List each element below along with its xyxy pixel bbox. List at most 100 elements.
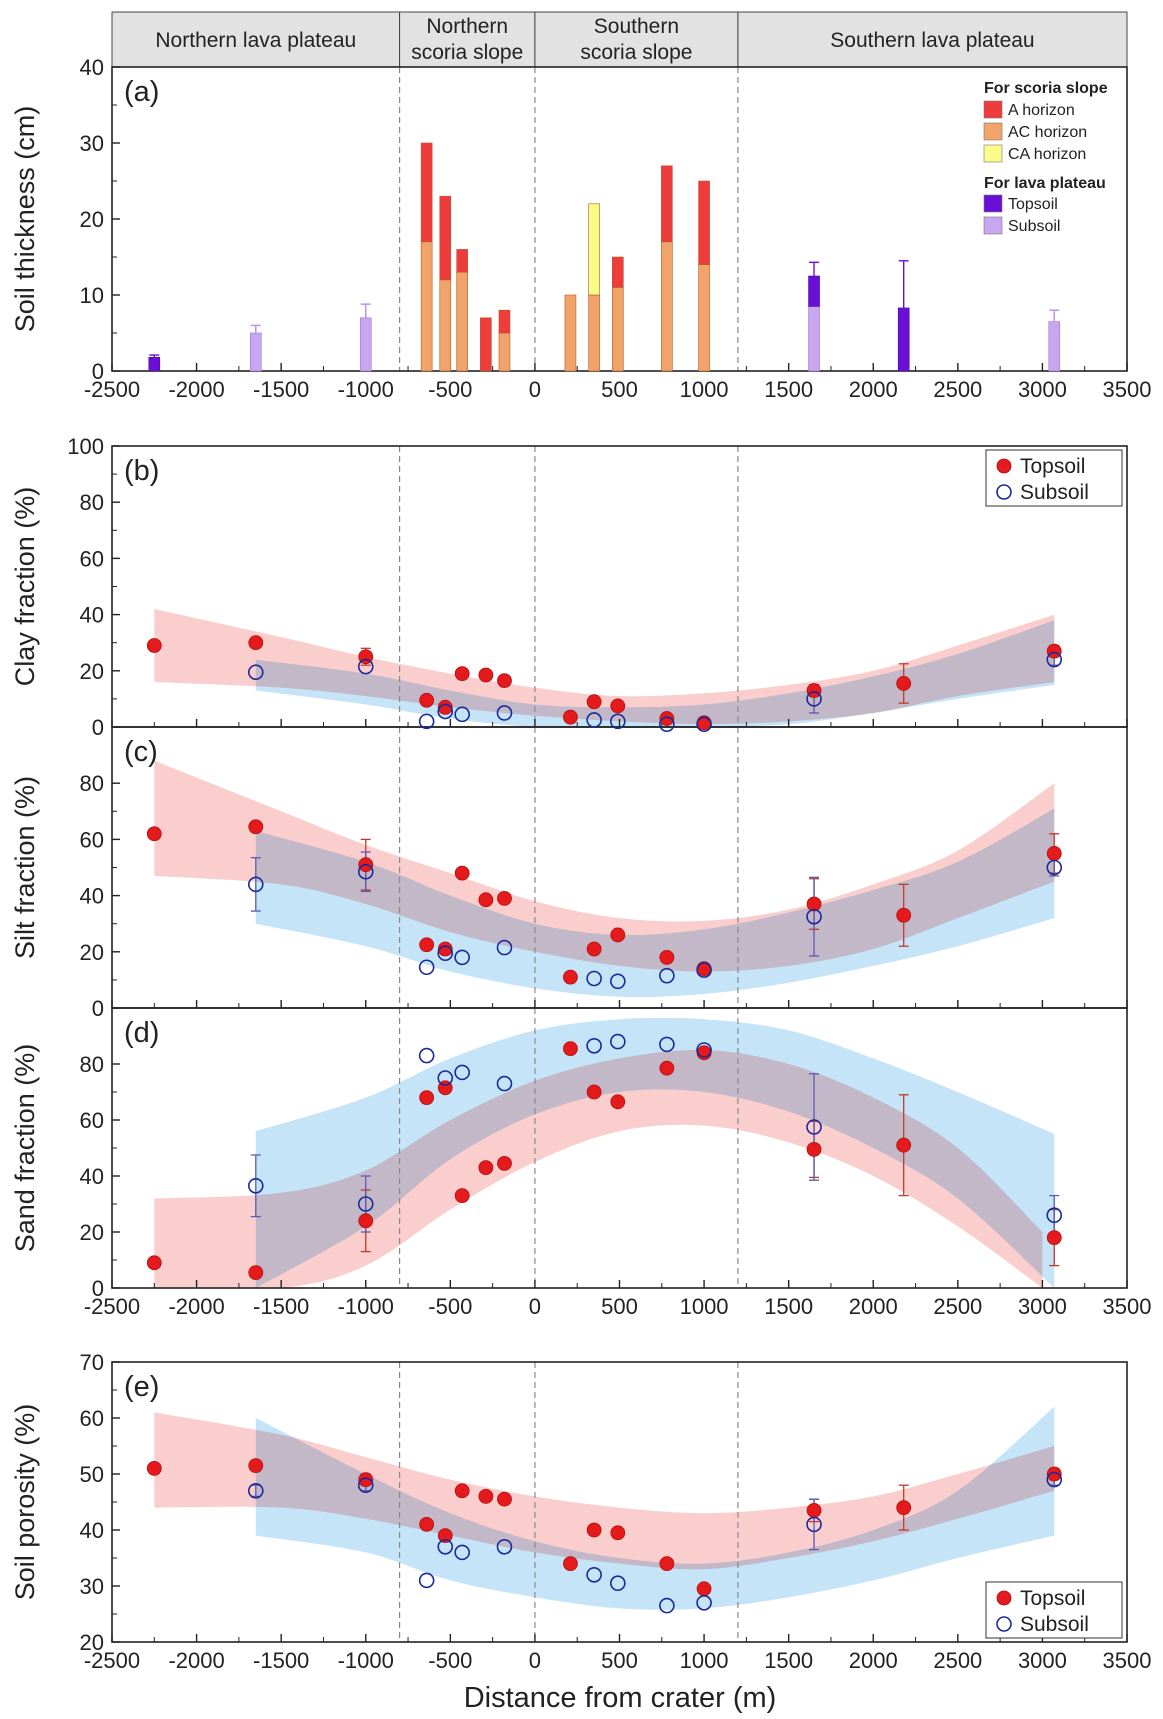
x-tick-label: 3500 [1103, 1294, 1152, 1319]
zone-label: Northern lava plateau [155, 29, 356, 52]
topsoil-point [586, 1522, 602, 1538]
y-tick-label: 80 [80, 1052, 104, 1077]
subsoil-point [437, 1070, 454, 1086]
x-axis-label: Distance from crater (m) [464, 1682, 777, 1714]
subsoil-point [454, 706, 470, 723]
topsoil-point [896, 1137, 912, 1153]
subsoil-point [496, 1075, 513, 1092]
y-axis-label: Sand fraction (%) [10, 1044, 40, 1253]
subsoil-point [659, 1597, 675, 1614]
x-tick-label: -2000 [168, 1294, 224, 1319]
topsoil-point [454, 865, 470, 881]
subsoil-point [357, 863, 374, 880]
subsoil-bar [249, 332, 262, 372]
subsoil-point [437, 1539, 454, 1555]
x-tick-label: 3500 [1103, 1648, 1152, 1673]
subsoil-point [357, 658, 374, 675]
zone-label: Northern [426, 15, 508, 38]
y-tick-label: 0 [92, 715, 104, 740]
topsoil-point [478, 667, 494, 683]
topsoil-point [146, 1461, 162, 1476]
topsoil-point [437, 1528, 453, 1543]
topsoil-point [610, 1094, 626, 1110]
topsoil-point [586, 694, 602, 710]
topsoil-point [454, 1483, 470, 1499]
topsoil-point [478, 1489, 494, 1504]
topsoil-point [454, 666, 470, 682]
panel-letter: (d) [124, 1017, 159, 1049]
subsoil-point [696, 1595, 712, 1611]
topsoil-point [696, 1581, 712, 1597]
x-tick-label: 3000 [1018, 1294, 1067, 1319]
topsoil-bar [148, 357, 161, 372]
panel-letter: (b) [124, 455, 159, 487]
x-tick-label: 2500 [933, 1648, 982, 1673]
x-tick-label: 1000 [680, 1294, 729, 1319]
panel-frames-layer [111, 11, 1128, 1643]
topsoil-point [1046, 643, 1062, 659]
subsoil-point [247, 664, 264, 681]
topsoil-point [497, 1156, 512, 1171]
topsoil-point [497, 1491, 512, 1507]
topsoil-point [419, 692, 435, 708]
x-tick-label: 3500 [1103, 377, 1152, 402]
subsoil-point [418, 1047, 435, 1064]
legend-box [985, 449, 1123, 507]
y-tick-label: 30 [80, 131, 104, 156]
subsoil-point [357, 1196, 374, 1212]
subsoil-point [454, 1544, 470, 1561]
topsoil-point [586, 941, 602, 957]
subsoil-point [586, 1038, 602, 1054]
x-tick-label: -2500 [84, 377, 140, 402]
y-tick-label: 60 [80, 546, 104, 571]
ac-horizon-bar [564, 294, 577, 372]
x-tick-label: 2000 [849, 1648, 898, 1673]
topsoil-point [454, 1188, 470, 1203]
x-tick-label: -500 [428, 1648, 472, 1673]
y-tick-label: 40 [80, 55, 104, 80]
topsoil-point [146, 826, 162, 842]
x-tick-label: -2500 [84, 1294, 140, 1319]
subsoil-point [806, 691, 822, 707]
x-tick-label: -1500 [253, 377, 309, 402]
y-axis-label: Soil thickness (cm) [10, 106, 40, 333]
ac-horizon-bar [612, 287, 624, 372]
x-tick-label: 0 [529, 377, 541, 402]
y-tick-label: 10 [80, 283, 104, 308]
topsoil-bar [897, 307, 910, 372]
y-tick-label: 40 [80, 884, 104, 909]
y-tick-label: 70 [80, 1350, 104, 1375]
topsoil-point [437, 941, 453, 957]
subsoil-point [247, 876, 264, 893]
topsoil-point [358, 1472, 374, 1487]
x-tick-label: 3000 [1018, 1648, 1067, 1673]
legend-swatch [983, 144, 1003, 163]
subsoil-point [247, 1178, 264, 1194]
topsoil-point [659, 950, 675, 965]
legend-group-title: For scoria slope [984, 80, 1108, 97]
legend-entry-label: AC horizon [1008, 124, 1087, 141]
legend-entry-label: A horizon [1008, 102, 1075, 119]
y-tick-label: 60 [80, 827, 104, 852]
y-tick-label: 60 [80, 1406, 104, 1431]
legend-entry-label: Subsoil [1020, 1613, 1089, 1636]
topsoil-point [563, 969, 578, 985]
topsoil-point [248, 1458, 264, 1473]
topsoil-point [896, 676, 912, 691]
y-tick-label: 20 [80, 1220, 104, 1245]
zone-label: scoria slope [580, 41, 692, 64]
topsoil-point [248, 1265, 264, 1280]
x-tick-label: 0 [529, 1648, 541, 1673]
topsoil-point [1046, 1466, 1062, 1482]
topsoil-point [437, 699, 453, 715]
y-axis-label: Silt fraction (%) [10, 776, 40, 959]
subsoil-point [418, 1572, 435, 1589]
topsoil-point [146, 1255, 162, 1271]
topsoil-point [896, 1500, 912, 1515]
y-tick-label: 50 [80, 1462, 104, 1487]
y-axis-label: Soil porosity (%) [10, 1404, 40, 1601]
topsoil-point [659, 711, 675, 726]
topsoil-point [248, 819, 264, 835]
x-tick-label: -1000 [338, 1294, 394, 1319]
